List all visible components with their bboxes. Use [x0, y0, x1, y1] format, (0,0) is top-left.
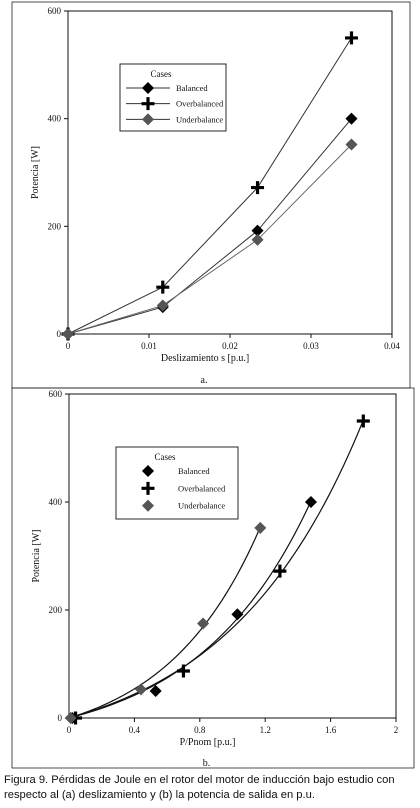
y-axis-label: Potencia [W]: [31, 529, 42, 582]
legend-marker-overbalanced: [141, 97, 155, 111]
data-point-overbalanced: [251, 181, 265, 195]
data-point-underbalance: [134, 683, 147, 696]
legend-label-overbalanced: Overbalanced: [176, 99, 224, 109]
fit-curve: [68, 419, 364, 719]
series-balanced: [61, 112, 358, 341]
x-tick-label: 1.6: [325, 725, 337, 735]
panel-label: b.: [203, 758, 211, 769]
data-point-underbalance: [345, 138, 358, 151]
data-point-underbalance: [156, 299, 169, 312]
y-tick-label: 600: [48, 6, 62, 16]
legend-title: Cases: [151, 69, 172, 79]
x-tick-label: 0: [67, 725, 72, 735]
series-line: [67, 118, 352, 335]
y-tick-label: 0: [58, 713, 63, 723]
legend-label-balanced: Balanced: [178, 466, 210, 476]
x-tick-label: 0.02: [222, 341, 238, 351]
legend-label-overbalanced: Overbalanced: [178, 483, 226, 493]
data-point-overbalanced: [156, 280, 170, 294]
panel-label: a.: [201, 375, 208, 386]
y-tick-label: 200: [49, 605, 63, 615]
legend-label-balanced: Balanced: [176, 83, 208, 93]
y-tick-label: 600: [49, 389, 63, 399]
legend-title: Cases: [155, 452, 176, 462]
x-tick-label: 0.01: [141, 341, 157, 351]
data-point-underbalance: [254, 521, 267, 534]
x-axis-label: P/Pnom [p.u.]: [180, 737, 236, 748]
chart-a: 0 0.01 0.02 0.03 0.04 0 200 400 600 Deslizamiento…: [11, 1, 411, 389]
data-point-overbalanced: [345, 31, 358, 45]
panel-border: [11, 387, 415, 769]
legend-marker-overbalanced: [141, 481, 155, 495]
fit-curve: [68, 500, 312, 719]
series-underbalance: [61, 138, 358, 341]
y-tick-label: 0: [57, 329, 62, 339]
figure-caption: Figura 9. Pérdidas de Joule en el rotor …: [4, 774, 395, 801]
plot-area: [67, 10, 393, 335]
y-tick-label: 400: [49, 497, 63, 507]
legend-label-underbalance: Underbalance: [178, 501, 225, 511]
data-point-balanced: [231, 608, 244, 621]
legend-marker-balanced: [141, 464, 155, 478]
x-tick-label: 0: [66, 341, 71, 351]
data-point-balanced: [149, 684, 162, 698]
series-balanced: [66, 495, 318, 725]
x-tick-label: 0.03: [303, 341, 319, 351]
x-tick-label: 0.8: [194, 725, 206, 735]
data-point-underbalance: [197, 617, 210, 630]
legend-marker-underbalance: [141, 113, 155, 126]
data-point-underbalance: [64, 711, 77, 725]
legend-marker-underbalance: [141, 499, 155, 512]
series-underbalance: [64, 521, 267, 725]
x-tick-label: 0.4: [129, 725, 141, 735]
data-point-balanced: [345, 112, 358, 125]
data-point-overbalanced: [273, 564, 287, 578]
series-line: [67, 37, 352, 335]
chart-b: 0 0.4 0.8 1.2 1.6 2 0 200 400 600 P/Pnom [p.u.] Pot…: [11, 387, 415, 769]
x-axis-label: Deslizamiento s [p.u.]: [161, 353, 249, 364]
y-tick-label: 200: [48, 221, 62, 231]
data-point-overbalanced: [356, 414, 370, 428]
series-line: [67, 144, 352, 335]
data-point-underbalance: [61, 327, 75, 341]
data-point-overbalanced: [176, 664, 190, 678]
figure-canvas: 0 0.01 0.02 0.03 0.040200400600Deslizamiento…: [11, 1, 415, 769]
fit-curve: [68, 526, 261, 719]
panel-border: [11, 1, 411, 389]
x-tick-label: 1.2: [260, 725, 271, 735]
plot-area: [68, 393, 397, 719]
data-point-underbalance: [251, 233, 264, 246]
legend: Cases Balanced Overbalanced Underbalance: [119, 63, 227, 132]
legend-box: [115, 446, 239, 520]
y-tick-label: 400: [48, 114, 62, 124]
y-axis-label: Potencia [W]: [30, 146, 41, 199]
data-point-balanced: [304, 495, 318, 509]
x-tick-label: 2: [394, 725, 399, 735]
legend-marker-balanced: [141, 81, 155, 95]
x-tick-label: 0.04: [384, 341, 400, 351]
legend-label-underbalance: Underbalance: [176, 114, 223, 124]
